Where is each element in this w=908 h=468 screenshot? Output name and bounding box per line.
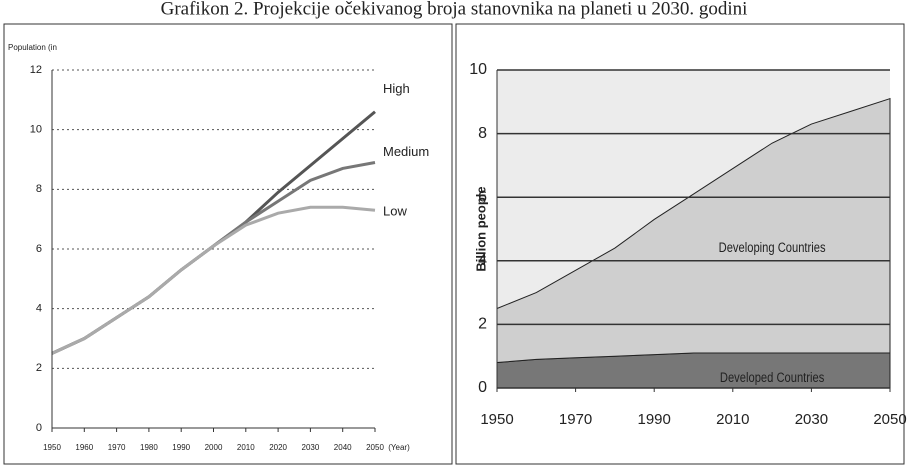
y-tick-label: 8 bbox=[478, 125, 487, 142]
series-label: Medium bbox=[383, 144, 429, 159]
line bbox=[51, 205, 376, 355]
y-tick-label: 10 bbox=[469, 61, 487, 78]
x-tick-label: 2030 bbox=[302, 443, 320, 452]
series-label: Developing Countries bbox=[719, 240, 826, 255]
x-tick-label: 1990 bbox=[638, 411, 671, 428]
y-tick-label: 0 bbox=[36, 422, 42, 434]
panel-frame bbox=[3, 23, 453, 465]
y-tick-label: 8 bbox=[36, 183, 42, 195]
y-tick-label: 6 bbox=[36, 243, 42, 255]
x-tick-label: 1980 bbox=[140, 443, 158, 452]
y-tick-label: 2 bbox=[36, 362, 42, 374]
y-tick-label: 0 bbox=[478, 379, 487, 396]
x-tick-label: 1970 bbox=[108, 443, 126, 452]
panel-frame bbox=[455, 23, 905, 465]
y-axis-label: Population (in bbox=[8, 43, 57, 52]
y-tick-label: 10 bbox=[30, 124, 42, 136]
x-tick-label: 1970 bbox=[559, 411, 592, 428]
x-tick-label: 2010 bbox=[716, 411, 749, 428]
x-tick-label: 1950 bbox=[480, 411, 513, 428]
y-tick-label: 6 bbox=[478, 188, 487, 205]
series-label: Low bbox=[383, 204, 407, 219]
line bbox=[51, 161, 376, 355]
y-tick-label: 4 bbox=[36, 303, 42, 315]
series-label: Developed Countries bbox=[720, 370, 824, 385]
x-tick-label: 2030 bbox=[795, 411, 828, 428]
x-tick-label: 2010 bbox=[237, 443, 255, 452]
x-tick-label: 2050 bbox=[366, 443, 384, 452]
x-tick-label: 2040 bbox=[334, 443, 352, 452]
x-tick-label: 1950 bbox=[43, 443, 61, 452]
x-axis-label: (Year) bbox=[388, 443, 410, 452]
area bbox=[496, 97, 891, 364]
x-tick-label: 2050 bbox=[873, 411, 906, 428]
series-label: High bbox=[383, 81, 410, 96]
x-tick-label: 1960 bbox=[75, 443, 93, 452]
x-tick-label: 1990 bbox=[172, 443, 190, 452]
y-tick-label: 12 bbox=[30, 64, 42, 76]
y-tick-label: 2 bbox=[478, 316, 487, 333]
line bbox=[51, 110, 376, 355]
page-title: Grafikon 2. Projekcije očekivanog broja … bbox=[161, 0, 748, 19]
y-tick-label: 4 bbox=[478, 252, 487, 269]
y-axis-label: Billion people bbox=[473, 186, 488, 271]
x-tick-label: 2020 bbox=[269, 443, 287, 452]
x-tick-label: 2000 bbox=[205, 443, 223, 452]
